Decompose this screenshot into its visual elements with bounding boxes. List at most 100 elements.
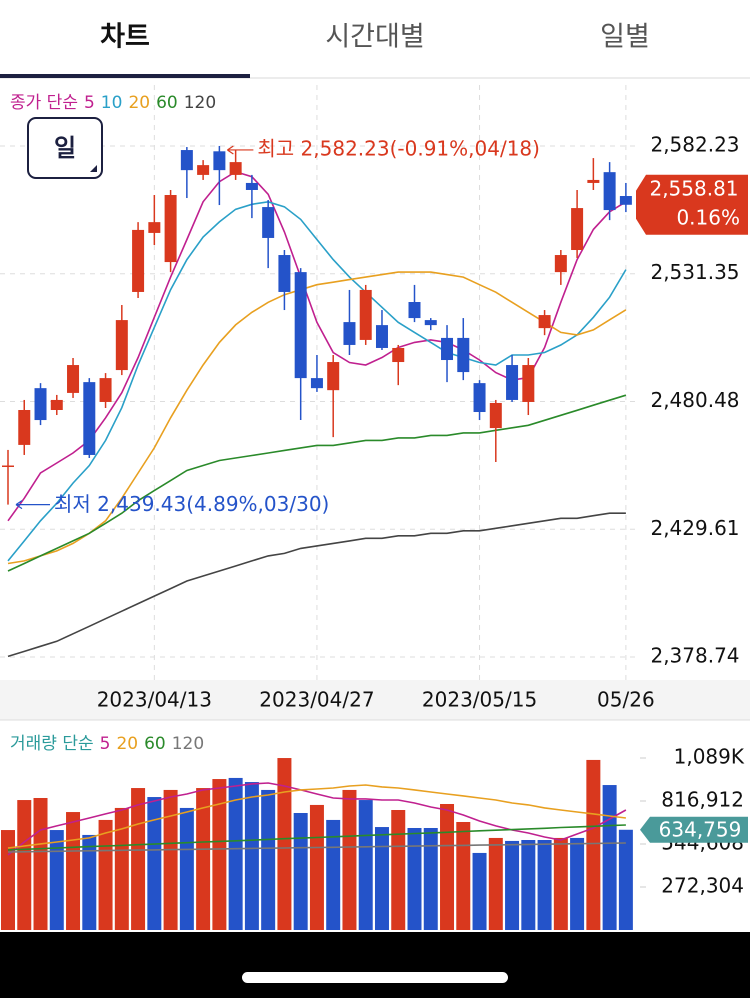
volume-bar <box>228 777 243 930</box>
candle-body <box>538 315 551 329</box>
volume-bar <box>586 759 601 930</box>
volume-bar <box>342 789 357 930</box>
candle-body <box>294 272 307 379</box>
annotation: 최고 2,582.23(-0.91%,04/18) <box>257 136 540 160</box>
candle-body <box>83 382 96 455</box>
candle-body <box>262 207 275 238</box>
legend-prefix: 종가 단순 <box>10 93 78 113</box>
candle-body <box>67 365 80 393</box>
annotation: 최저 2,439.43(4.89%,03/30) <box>54 492 329 516</box>
moving-average-line <box>7 842 626 853</box>
period-button-label[interactable]: 일 <box>54 134 76 162</box>
volume-bar <box>488 837 503 930</box>
tab[interactable]: 일별 <box>600 22 650 53</box>
legend-entry: 60 <box>156 93 178 113</box>
period-button-corner <box>90 165 97 172</box>
last-price-box <box>636 174 748 235</box>
moving-average-line <box>7 784 626 849</box>
y-tick-label: 272,304 <box>661 874 744 898</box>
volume-bar <box>114 807 129 930</box>
y-tick-label: 2,531.35 <box>650 260 739 284</box>
volume-bar <box>33 797 48 930</box>
volume-bar <box>505 840 520 930</box>
volume-bar <box>456 821 471 930</box>
candle-body <box>327 362 340 391</box>
home-indicator[interactable] <box>242 972 508 983</box>
last-volume-box <box>640 816 748 843</box>
candle-body <box>18 410 31 445</box>
candle-body <box>522 365 535 402</box>
volume-bar <box>391 809 406 930</box>
volume-bar <box>98 819 113 930</box>
volume-bar <box>521 839 536 930</box>
tab[interactable]: 시간대별 <box>325 22 424 53</box>
volume-bar <box>261 789 276 930</box>
volume-bar <box>1 830 15 930</box>
y-tick-label: 816,912 <box>661 788 744 812</box>
candle-body <box>392 347 405 363</box>
candle-body <box>148 222 161 233</box>
candle-body <box>587 179 600 183</box>
candle-body <box>408 302 421 319</box>
period-button-frame[interactable] <box>27 117 103 179</box>
moving-average-line <box>7 271 627 565</box>
volume-bar <box>212 779 227 930</box>
volume-bar <box>423 827 438 930</box>
candle-body <box>34 388 47 421</box>
candle-body <box>375 325 388 348</box>
volume-bar <box>553 837 568 930</box>
tab[interactable]: 차트 <box>100 22 150 53</box>
legend-entry: 120 <box>184 93 216 113</box>
volume-bar <box>537 839 552 930</box>
legend-entry: 120 <box>172 734 204 754</box>
candle-body <box>164 195 177 263</box>
legend-entry: 60 <box>144 734 166 754</box>
candle-body <box>424 320 437 326</box>
candle-body <box>489 402 502 429</box>
y-tick-label: 2,429.61 <box>650 516 739 540</box>
x-tick-label: 2023/05/15 <box>422 688 537 712</box>
candle-body <box>343 322 356 345</box>
legend-entry: 10 <box>101 93 123 113</box>
moving-average-line <box>7 394 627 572</box>
y-tick-label: 1,089K <box>674 745 745 769</box>
x-tick-label: 2023/04/27 <box>259 688 374 712</box>
last-volume-label: 634,759 <box>659 817 742 841</box>
volume-bar <box>472 852 487 930</box>
date-axis-band <box>0 680 750 720</box>
volume-bar <box>147 797 162 930</box>
annotation-arrow <box>227 145 254 155</box>
candle-body <box>603 172 616 211</box>
moving-average-line <box>7 512 626 658</box>
moving-average-line <box>7 782 627 856</box>
legend-entry: 5 <box>100 734 111 754</box>
candle-body <box>180 150 193 171</box>
period-button[interactable]: 일 <box>27 117 103 179</box>
volume-bar <box>374 827 389 930</box>
volume-bar <box>196 788 211 930</box>
candle-body <box>554 255 567 273</box>
candle-body <box>310 378 323 389</box>
candle-body <box>278 255 291 292</box>
candle-body <box>197 165 210 175</box>
candle-body <box>50 399 63 411</box>
candle-body <box>213 151 226 171</box>
volume-bar <box>440 803 455 930</box>
volume-bar <box>244 782 259 930</box>
candle-body <box>473 383 486 413</box>
volume-bar <box>17 800 32 930</box>
candle-body <box>619 196 632 205</box>
candle-body <box>506 365 519 400</box>
candle-body <box>441 337 454 361</box>
volume-bar <box>309 804 324 930</box>
volume-bar <box>277 758 292 930</box>
volume-bar <box>618 829 633 930</box>
candle-body <box>457 337 470 373</box>
candle-body <box>132 229 145 292</box>
volume-bar <box>602 785 617 930</box>
legend-entry: 20 <box>128 93 150 113</box>
volume-bar <box>179 807 194 930</box>
legend-entry: 5 <box>84 93 95 113</box>
volume-bar <box>163 789 178 930</box>
